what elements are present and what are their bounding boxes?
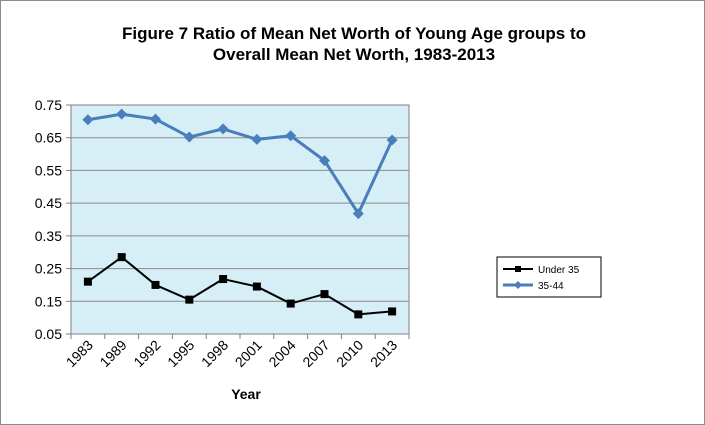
- series-35-44: [82, 108, 398, 220]
- legend-item-under-35: Under 35: [503, 265, 580, 276]
- data-point-35-44: [285, 130, 297, 142]
- y-tick-label: 0.65: [35, 130, 62, 146]
- legend-label: 35-44: [538, 281, 564, 292]
- x-tick-label: 1989: [96, 337, 129, 370]
- chart-title-line-1: Figure 7 Ratio of Mean Net Worth of Youn…: [122, 24, 586, 43]
- data-point-under-35: [252, 282, 261, 291]
- data-point-35-44: [352, 208, 364, 220]
- y-tick-label: 0.05: [35, 326, 62, 342]
- chart-title-line-2: Overall Mean Net Worth, 1983-2013: [213, 45, 495, 64]
- data-point-under-35: [354, 310, 363, 319]
- x-tick-label: 1983: [63, 337, 96, 370]
- legend-item-35-44: 35-44: [503, 281, 564, 292]
- legend-marker: [515, 266, 521, 272]
- legend: Under 35 35-44: [496, 256, 602, 298]
- data-point-35-44: [251, 133, 263, 145]
- x-tick-label: 2001: [232, 337, 265, 370]
- x-tick-label: 2007: [299, 337, 332, 370]
- y-tick-label: 0.25: [35, 261, 62, 277]
- data-point-under-35: [83, 277, 92, 286]
- x-tick-label: 2013: [367, 337, 400, 370]
- legend-marker: [514, 281, 522, 289]
- x-tick-label: 1992: [130, 337, 163, 370]
- y-tick-label: 0.75: [35, 97, 62, 113]
- data-point-under-35: [219, 275, 228, 284]
- plot-area: [70, 104, 410, 335]
- x-axis-tick-labels: 1983 1989 1992 1995 1998 2001 2004 2007 2010 2013: [63, 334, 410, 370]
- data-point-under-35: [286, 299, 295, 308]
- x-tick-label: 2004: [265, 337, 298, 370]
- x-axis-title: Year: [231, 386, 261, 402]
- gridlines: [71, 137, 409, 302]
- y-axis-tick-labels: 0.05 0.15 0.25 0.35 0.45 0.55 0.65 0.75: [35, 97, 71, 342]
- y-tick-label: 0.15: [35, 293, 62, 309]
- y-tick-label: 0.35: [35, 228, 62, 244]
- y-tick-label: 0.45: [35, 195, 62, 211]
- data-point-35-44: [150, 113, 161, 125]
- x-tick-label: 1998: [198, 337, 231, 370]
- data-point-under-35: [388, 307, 397, 316]
- data-point-35-44: [183, 131, 195, 143]
- data-point-35-44: [116, 108, 128, 120]
- series-lines: [82, 108, 398, 319]
- legend-label: Under 35: [538, 265, 580, 276]
- legend-box: [496, 256, 602, 298]
- data-point-under-35: [320, 290, 329, 299]
- series-line-under-35: [87, 256, 393, 316]
- x-tick-label: 2010: [333, 337, 366, 370]
- data-point-35-44: [386, 134, 398, 146]
- data-point-35-44: [319, 155, 330, 167]
- data-point-35-44: [82, 114, 94, 126]
- data-point-under-35: [185, 295, 194, 304]
- series-under-35: [83, 253, 397, 319]
- data-point-under-35: [151, 280, 160, 289]
- y-tick-label: 0.55: [35, 162, 62, 178]
- series-line-35-44: [87, 112, 394, 216]
- data-point-under-35: [117, 253, 126, 262]
- x-tick-label: 1995: [164, 337, 197, 370]
- data-point-35-44: [217, 123, 229, 135]
